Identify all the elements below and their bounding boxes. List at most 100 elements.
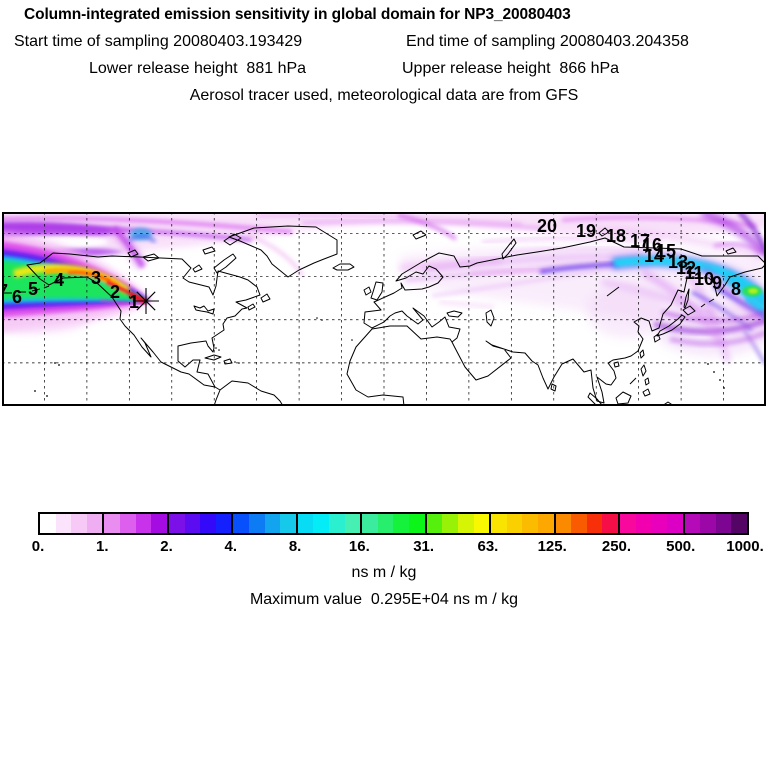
colorbar-cell bbox=[506, 514, 523, 533]
colorbar-tick-label: 125. bbox=[537, 538, 567, 555]
colorbar-cell bbox=[651, 514, 667, 533]
emission-sensitivity-plumes bbox=[2, 212, 766, 365]
trajectory-day-label: 4 bbox=[54, 270, 64, 290]
colorbar-cell bbox=[200, 514, 216, 533]
trajectory-day-label: 2 bbox=[110, 282, 120, 302]
colorbar-cell bbox=[120, 514, 136, 533]
trajectory-day-label: 11 bbox=[684, 263, 703, 283]
colorbar-cell bbox=[442, 514, 458, 533]
graticule-grid bbox=[2, 212, 766, 406]
colorbar-tick-label: 31. bbox=[413, 538, 435, 555]
colorbar-segment bbox=[684, 514, 747, 533]
colorbar-cell bbox=[715, 514, 732, 533]
colorbar-tick-label: 63. bbox=[477, 538, 499, 555]
start-time-text: Start time of sampling 20080403.193429 bbox=[14, 33, 303, 50]
colorbar-cell bbox=[86, 514, 103, 533]
colorbar-cell bbox=[491, 514, 507, 533]
colorbar-cell bbox=[555, 514, 572, 533]
colorbar-cell bbox=[602, 514, 619, 533]
trajectory-day-label: 8 bbox=[731, 279, 741, 299]
colorbar-segment bbox=[233, 514, 298, 533]
trajectory-day-label: 1 bbox=[129, 292, 139, 312]
colorbar-tick-label: 8. bbox=[288, 538, 302, 555]
colorbar-cell bbox=[215, 514, 232, 533]
colorbar-segment bbox=[168, 514, 234, 533]
colorbar-segment bbox=[362, 514, 427, 533]
colorbar-tick-label: 250. bbox=[601, 538, 632, 555]
trajectory-day-label: 9 bbox=[712, 273, 722, 293]
max-value-text: Maximum value 0.295E+04 ns m / kg bbox=[249, 591, 519, 608]
trajectory-day-label: 14 bbox=[644, 246, 664, 266]
release-location-marker bbox=[133, 288, 159, 314]
colorbar-tick-label: 4. bbox=[224, 538, 238, 555]
colorbar-cell bbox=[264, 514, 281, 533]
trajectory-day-label: 18 bbox=[606, 226, 626, 246]
trajectory-day-label: 5 bbox=[28, 279, 38, 299]
colorbar-units: ns m / kg bbox=[351, 564, 417, 581]
colorbar-cell bbox=[393, 514, 410, 533]
colorbar-cell bbox=[280, 514, 296, 533]
colorbar-cell bbox=[538, 514, 554, 533]
trajectory-day-label: 3 bbox=[91, 268, 101, 288]
tracer-met-data-text: Aerosol tracer used, meteorological data… bbox=[189, 87, 579, 104]
colorbar-cell bbox=[620, 514, 636, 533]
colorbar-cell bbox=[586, 514, 603, 533]
colorbar-tick-label: 16. bbox=[348, 538, 370, 555]
colorbar-cell bbox=[344, 514, 361, 533]
trajectory-day-label: 10 bbox=[694, 269, 714, 289]
end-time-text: End time of sampling 20080403.204358 bbox=[406, 33, 689, 50]
coastlines bbox=[4, 225, 766, 406]
map-border bbox=[2, 212, 766, 406]
trajectory-day-label: 15 bbox=[656, 241, 676, 261]
colorbar-cell bbox=[362, 514, 378, 533]
colorbar-segment bbox=[104, 514, 169, 533]
colorbar-cell bbox=[329, 514, 345, 533]
colorbar-cell bbox=[233, 514, 249, 533]
colorbar-cell bbox=[184, 514, 201, 533]
trajectory-day-label: 6 bbox=[12, 287, 22, 307]
colorbar-cell bbox=[55, 514, 72, 533]
colorbar-cell bbox=[426, 514, 443, 533]
colorbar-cell bbox=[457, 514, 474, 533]
colorbar-segment bbox=[40, 514, 105, 533]
trajectory-day-label: 20 bbox=[537, 216, 557, 236]
colorbar-segment bbox=[297, 514, 363, 533]
colorbar-segment bbox=[426, 514, 492, 533]
colorbar-cell bbox=[248, 514, 265, 533]
colorbar-cell bbox=[684, 514, 701, 533]
trajectory-day-label: 19 bbox=[576, 221, 596, 241]
colorbar-cell bbox=[666, 514, 683, 533]
colorbar-cell bbox=[473, 514, 490, 533]
colorbar-cell bbox=[71, 514, 87, 533]
colorbar-cell bbox=[635, 514, 652, 533]
colorbar-tick-label: 0. bbox=[31, 538, 45, 555]
colorbar-cell bbox=[297, 514, 314, 533]
plot-title: Column-integrated emission sensitivity i… bbox=[24, 6, 571, 23]
colorbar-ticks: 0. 1. 2. 4. 8. 16. 31. 63. 125. 250. 500. 1000. bbox=[32, 538, 764, 558]
upper-release-height-text: Upper release height 866 hPa bbox=[402, 60, 620, 77]
colorbar-cell bbox=[168, 514, 185, 533]
colorbar-tick-label: 2. bbox=[160, 538, 173, 555]
trajectory-day-label: 16 bbox=[642, 235, 662, 255]
colorbar-cell bbox=[571, 514, 587, 533]
colorbar-cell bbox=[151, 514, 167, 533]
colorbar-tick-label: 1000. bbox=[726, 538, 764, 555]
colorbar-cell bbox=[104, 514, 121, 533]
release-marker-arm bbox=[136, 291, 156, 311]
colorbar-cell bbox=[522, 514, 538, 533]
colorbar-segment bbox=[620, 514, 685, 533]
colorbar-cell bbox=[700, 514, 716, 533]
colorbar-cell bbox=[313, 514, 330, 533]
colorbar-cell bbox=[377, 514, 394, 533]
colorbar-cell bbox=[40, 514, 56, 533]
lower-release-height-text: Lower release height 881 hPa bbox=[89, 60, 307, 77]
colorbar-tick-label: 1. bbox=[96, 538, 109, 555]
colorbar bbox=[38, 512, 749, 535]
trajectory-day-label: 13 bbox=[668, 252, 688, 272]
colorbar-segment bbox=[491, 514, 556, 533]
colorbar-segment bbox=[555, 514, 621, 533]
trajectory-day-label: 17 bbox=[630, 231, 650, 251]
trajectory-day-label: 12 bbox=[676, 258, 696, 278]
